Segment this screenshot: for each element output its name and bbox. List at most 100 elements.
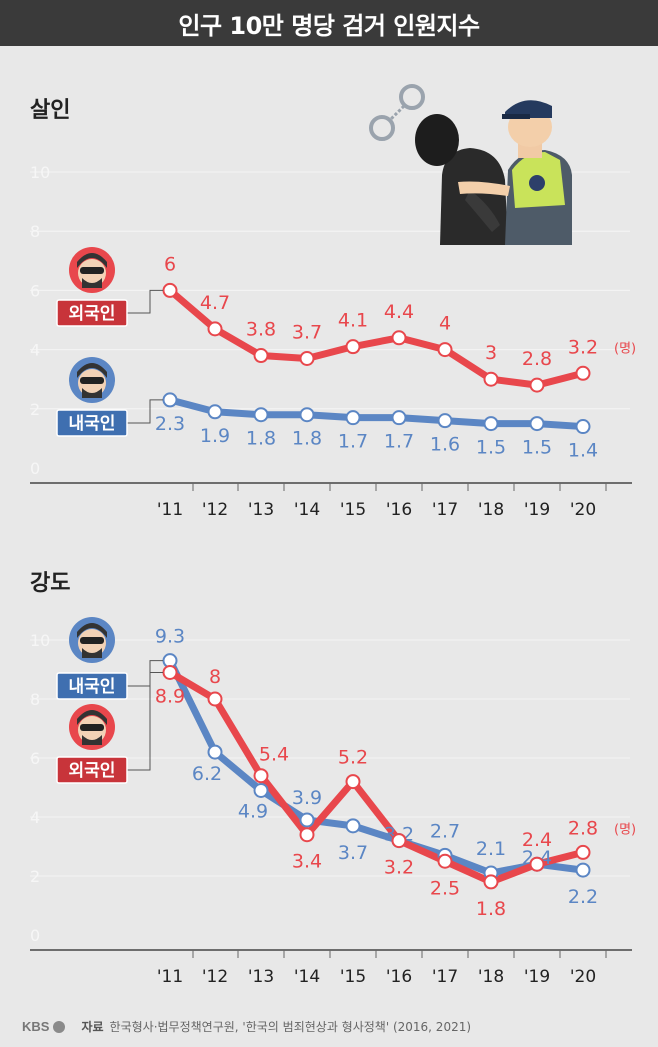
data-point [391, 330, 407, 346]
data-label: 3 [485, 342, 497, 364]
data-point [299, 827, 315, 843]
chart-1: 0 2 4 6 8 10 '11 '12 '13 '14 '15 '16 '17 '18 '19 '20 2.3… [30, 163, 636, 520]
footer: KBS 자료 한국형사·법무정책연구원, '한국의 범죄현상과 형사정책' (2… [22, 1018, 471, 1035]
data-point [437, 342, 453, 358]
x-tick-label: '13 [248, 967, 274, 987]
x-tick-label: '11 [157, 500, 183, 520]
data-point [529, 377, 545, 393]
data-point [253, 768, 269, 784]
data-point [253, 348, 269, 364]
badge-connector [125, 660, 163, 687]
x-tick-label: '18 [478, 500, 504, 520]
x-tick-label: '17 [432, 967, 458, 987]
data-point [207, 404, 223, 420]
data-label: 4.9 [238, 800, 268, 822]
data-point [162, 664, 178, 680]
foreign-1-label-box [56, 299, 128, 327]
badge-connector [125, 399, 163, 424]
data-label: 1.8 [292, 428, 322, 450]
domestic-1-badge: 내국인 [56, 357, 128, 437]
x-tick-label: '15 [340, 500, 366, 520]
x-tick-label: '14 [294, 967, 320, 987]
series-line-foreign [166, 286, 587, 389]
badge-connector [125, 671, 163, 771]
kbs-logo: KBS [22, 1019, 50, 1034]
data-label: 3.4 [292, 851, 322, 873]
data-label: 3.2 [384, 857, 414, 879]
kbs-logo-icon [53, 1020, 66, 1033]
y-tick-label: 2 [30, 400, 40, 419]
data-point [162, 392, 178, 408]
data-label: 3.2 [568, 336, 598, 358]
data-label: 3.7 [338, 842, 368, 864]
suspect-head [415, 114, 459, 166]
unit-label: (명) [614, 341, 636, 356]
y-tick-label: 6 [30, 749, 40, 768]
data-point [437, 413, 453, 429]
series-line-foreign [166, 668, 587, 886]
badge-icon [529, 175, 545, 191]
data-label: 4 [439, 313, 451, 335]
data-point [575, 862, 591, 878]
data-label: 1.7 [384, 431, 414, 453]
foreign-2-badge: 외국인 [56, 704, 128, 784]
y-tick-label: 0 [30, 459, 40, 478]
data-point [483, 416, 499, 432]
x-tick-label: '16 [386, 967, 412, 987]
data-label: 8 [209, 666, 221, 688]
x-tick-label: '12 [202, 967, 228, 987]
data-label: 9.3 [155, 626, 185, 648]
page-title: 인구 10만 명당 검거 인원지수 [0, 0, 658, 46]
data-label: 2.7 [430, 820, 460, 842]
data-label: 1.7 [338, 431, 368, 453]
domestic-1-label: 내국인 [69, 414, 116, 434]
data-point [575, 365, 591, 381]
data-label: 4.1 [338, 310, 368, 332]
y-tick-label: 4 [30, 808, 40, 827]
y-tick-label: 10 [30, 631, 50, 650]
data-point [207, 691, 223, 707]
police-cap-icon [505, 100, 552, 118]
badge-connector [125, 289, 163, 314]
data-label: 3.7 [292, 321, 322, 343]
series-line-domestic [166, 657, 587, 877]
data-point [483, 874, 499, 890]
unit-label: (명) [614, 822, 636, 837]
data-label: 6 [164, 253, 176, 275]
data-point [345, 339, 361, 355]
x-tick-label: '20 [570, 967, 596, 987]
source-text: 한국형사·법무정책연구원, '한국의 범죄현상과 형사정책' (2016, 20… [109, 1020, 472, 1034]
data-label: 8.9 [155, 685, 185, 707]
data-label: 2.1 [476, 838, 506, 860]
domestic-2-badge: 내국인 [56, 617, 128, 700]
data-label: 1.8 [476, 898, 506, 920]
data-label: 6.2 [192, 763, 222, 785]
data-point [529, 416, 545, 432]
data-point [299, 350, 315, 366]
data-point [437, 853, 453, 869]
data-point [529, 856, 545, 872]
chart-2: 0 2 4 6 8 10 '11 '12 '13 '14 '15 '16 '17 '18 '19 '20 9.3… [30, 626, 636, 987]
domestic-2-label: 내국인 [69, 677, 116, 697]
data-label: 5.4 [259, 744, 289, 766]
x-tick-label: '17 [432, 500, 458, 520]
data-label: 1.4 [568, 440, 598, 462]
data-label: 1.5 [476, 437, 506, 459]
chart2-title: 강도 [30, 571, 71, 596]
charts-canvas: 0 2 4 6 8 10 '11 '12 '13 '14 '15 '16 '17 '18 '19 '20 2.3… [30, 84, 636, 987]
data-label: 2.4 [522, 829, 552, 851]
data-point [253, 782, 269, 798]
data-label: 4.7 [200, 292, 230, 314]
data-label: 5.2 [338, 747, 368, 769]
data-label: 1.9 [200, 425, 230, 447]
x-tick-label: '18 [478, 967, 504, 987]
data-point [253, 407, 269, 423]
data-point [345, 410, 361, 426]
data-point [345, 818, 361, 834]
data-label: 3.9 [292, 787, 322, 809]
data-label: 2.2 [568, 886, 598, 908]
x-tick-label: '11 [157, 967, 183, 987]
foreign-2-label-box [56, 756, 128, 784]
y-tick-label: 4 [30, 341, 40, 360]
officer-arm [458, 181, 510, 196]
